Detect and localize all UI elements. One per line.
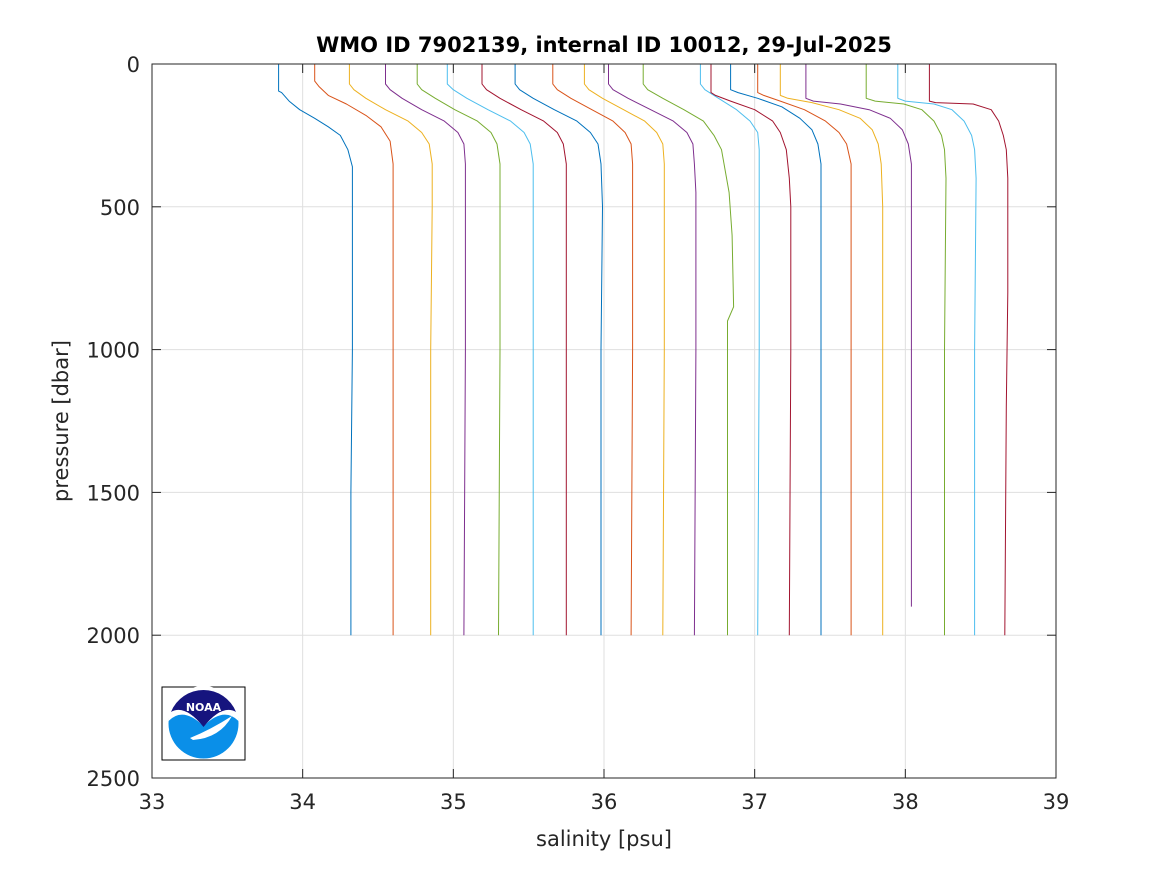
logo-wave xyxy=(190,716,232,740)
profile-line-5 xyxy=(416,64,501,636)
y-axis-label: pressure [dbar] xyxy=(49,340,73,502)
profile-line-2 xyxy=(314,64,394,636)
profile-line-1 xyxy=(278,64,353,636)
x-axis-label: salinity [psu] xyxy=(536,827,672,851)
profile-line-7 xyxy=(481,64,567,636)
y-tick-label: 2000 xyxy=(87,624,140,648)
profile-line-13 xyxy=(699,64,760,636)
profile-line-6 xyxy=(446,64,534,636)
x-tick-label: 36 xyxy=(591,790,618,814)
profile-line-20 xyxy=(897,64,977,636)
profile-line-18 xyxy=(805,64,912,607)
profile-line-3 xyxy=(348,64,433,636)
profile-line-8 xyxy=(514,64,603,636)
x-tick-label: 34 xyxy=(289,790,316,814)
profile-line-9 xyxy=(552,64,634,636)
x-tick-label: 39 xyxy=(1043,790,1070,814)
profile-line-21 xyxy=(928,64,1009,636)
chart-title: WMO ID 7902139, internal ID 10012, 29-Ju… xyxy=(316,33,892,57)
profile-line-14 xyxy=(710,64,792,636)
axis-ticks: 33 34 35 36 37 38 39 0 500 1000 1500 2000 2500 xyxy=(87,53,1070,814)
data-series-group xyxy=(278,64,1009,636)
y-tick-label: 500 xyxy=(100,196,140,220)
y-tick-label: 1500 xyxy=(87,481,140,505)
profile-line-4 xyxy=(385,64,466,636)
y-tick-label: 1000 xyxy=(87,339,140,363)
profile-line-15 xyxy=(730,64,822,636)
x-tick-label: 33 xyxy=(139,790,166,814)
profile-line-16 xyxy=(757,64,852,636)
y-tick-label: 0 xyxy=(127,53,140,77)
profile-line-11 xyxy=(608,64,697,636)
x-tick-label: 35 xyxy=(440,790,467,814)
x-tick-label: 38 xyxy=(892,790,919,814)
profile-line-10 xyxy=(583,64,665,636)
profile-line-12 xyxy=(642,64,735,636)
logo-text: NOAA xyxy=(186,701,222,714)
x-tick-label: 37 xyxy=(741,790,768,814)
logo-sky xyxy=(171,689,236,727)
profile-line-17 xyxy=(779,64,884,636)
profile-line-19 xyxy=(865,64,947,636)
noaa-logo: NOAA xyxy=(161,686,246,761)
y-tick-label: 2500 xyxy=(87,767,140,791)
